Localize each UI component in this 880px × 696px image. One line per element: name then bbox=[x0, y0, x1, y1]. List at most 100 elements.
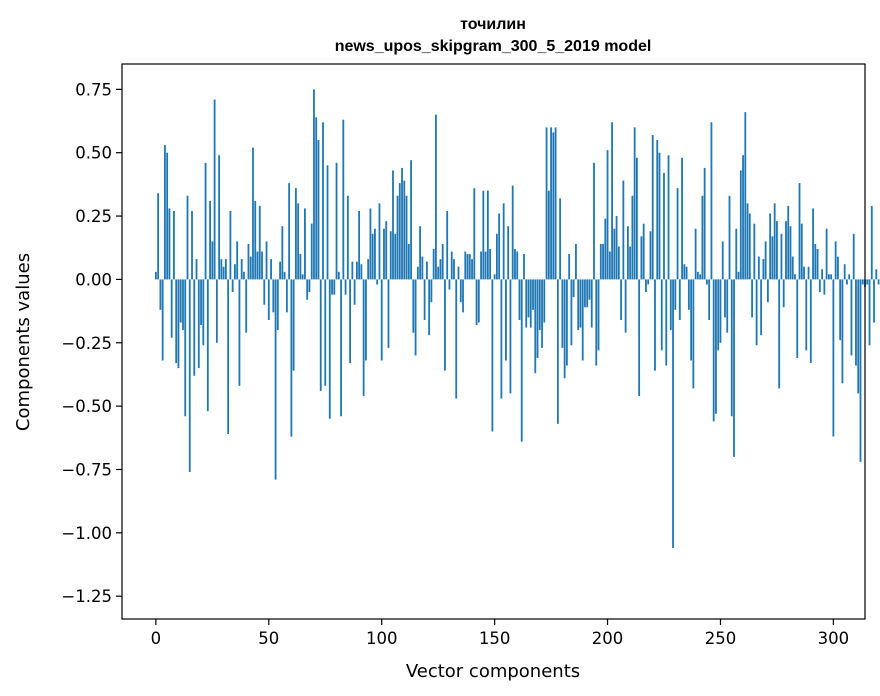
bar-191 bbox=[586, 279, 589, 308]
bar-320 bbox=[877, 279, 880, 285]
bar-220 bbox=[651, 134, 654, 280]
bar-120 bbox=[425, 261, 428, 280]
bar-313 bbox=[861, 279, 864, 285]
bar-288 bbox=[805, 279, 808, 351]
bar-127 bbox=[441, 243, 444, 280]
bar-52 bbox=[272, 279, 275, 313]
bar-151 bbox=[495, 233, 498, 280]
bar-166 bbox=[529, 279, 532, 328]
bar-230 bbox=[674, 279, 677, 310]
bar-157 bbox=[509, 279, 512, 394]
bar-260 bbox=[742, 155, 744, 280]
bar-145 bbox=[482, 190, 485, 280]
bar-42 bbox=[249, 256, 252, 280]
bar-315 bbox=[866, 279, 869, 285]
bar-267 bbox=[757, 256, 760, 280]
bar-2 bbox=[159, 279, 162, 310]
bar-292 bbox=[814, 243, 817, 280]
bar-95 bbox=[369, 208, 372, 280]
bar-282 bbox=[791, 256, 794, 280]
bar-274 bbox=[773, 203, 776, 280]
bar-79 bbox=[333, 279, 336, 295]
bar-65 bbox=[301, 274, 304, 280]
bar-121 bbox=[428, 279, 431, 336]
bar-269 bbox=[762, 259, 765, 280]
y-tick-label: 0.75 bbox=[75, 80, 112, 99]
bar-214 bbox=[638, 279, 641, 396]
bar-257 bbox=[735, 228, 738, 280]
bar-229 bbox=[672, 279, 674, 549]
bar-285 bbox=[798, 183, 801, 280]
bar-228 bbox=[669, 279, 672, 331]
bar-237 bbox=[690, 279, 693, 361]
bar-3 bbox=[161, 279, 164, 361]
bar-41 bbox=[247, 243, 250, 280]
bar-129 bbox=[446, 210, 449, 280]
bar-135 bbox=[459, 279, 462, 303]
bar-51 bbox=[270, 259, 272, 280]
bar-138 bbox=[466, 254, 469, 280]
bar-142 bbox=[475, 279, 478, 326]
bar-10 bbox=[177, 279, 180, 369]
bar-162 bbox=[520, 279, 523, 442]
bar-107 bbox=[396, 195, 399, 280]
x-tick-label: 100 bbox=[366, 629, 398, 648]
bar-123 bbox=[432, 249, 435, 280]
bar-25 bbox=[211, 241, 214, 280]
bar-82 bbox=[340, 279, 342, 417]
bar-290 bbox=[809, 279, 812, 364]
bar-262 bbox=[746, 203, 749, 280]
bar-212 bbox=[633, 127, 636, 280]
bar-300 bbox=[832, 279, 835, 437]
bar-186 bbox=[575, 243, 577, 280]
bar-40 bbox=[245, 279, 248, 333]
bar-255 bbox=[730, 279, 733, 417]
bar-239 bbox=[694, 228, 697, 280]
bar-319 bbox=[875, 269, 878, 280]
bar-179 bbox=[559, 198, 562, 280]
bar-73 bbox=[319, 279, 322, 391]
bar-91 bbox=[360, 264, 363, 280]
bar-80 bbox=[335, 162, 338, 280]
bar-222 bbox=[656, 140, 659, 280]
bar-133 bbox=[455, 279, 458, 399]
bar-90 bbox=[358, 210, 361, 280]
bar-150 bbox=[493, 274, 496, 280]
bar-35 bbox=[234, 264, 236, 280]
bar-161 bbox=[518, 279, 521, 320]
bar-227 bbox=[667, 155, 670, 280]
bar-7 bbox=[170, 279, 173, 338]
bar-64 bbox=[299, 254, 302, 280]
x-tick-label: 150 bbox=[479, 629, 511, 648]
bar-204 bbox=[615, 216, 618, 280]
bar-244 bbox=[706, 279, 708, 285]
bar-112 bbox=[407, 243, 410, 280]
bar-136 bbox=[462, 279, 464, 313]
bar-87 bbox=[351, 261, 354, 280]
bar-261 bbox=[744, 112, 747, 280]
y-axis-label: Components values bbox=[13, 253, 34, 431]
bar-75 bbox=[324, 279, 327, 386]
bar-199 bbox=[604, 218, 607, 280]
bar-318 bbox=[873, 279, 875, 323]
bar-251 bbox=[721, 241, 724, 280]
bar-226 bbox=[665, 279, 668, 366]
bar-137 bbox=[464, 251, 467, 280]
bar-15 bbox=[188, 279, 191, 473]
bar-109 bbox=[401, 167, 403, 280]
bar-242 bbox=[701, 195, 704, 280]
bar-93 bbox=[365, 279, 367, 361]
bar-196 bbox=[597, 279, 600, 351]
bar-175 bbox=[550, 127, 552, 280]
y-tick-label: −0.75 bbox=[61, 460, 112, 479]
bar-272 bbox=[769, 213, 772, 280]
bar-101 bbox=[383, 228, 385, 280]
bar-154 bbox=[502, 203, 505, 280]
chart-title-line2: news_upos_skipgram_300_5_2019 model bbox=[335, 38, 652, 55]
bar-281 bbox=[789, 226, 792, 280]
bar-184 bbox=[570, 279, 573, 346]
y-axis-ticks: 0.75 0.50 0.25 0.00 −0.25 −0.50 −0.75 −1.00 −1.2… bbox=[61, 80, 122, 606]
x-axis-label: Vector components bbox=[406, 661, 580, 682]
x-tick-label: 250 bbox=[705, 629, 737, 648]
bar-296 bbox=[823, 279, 826, 295]
